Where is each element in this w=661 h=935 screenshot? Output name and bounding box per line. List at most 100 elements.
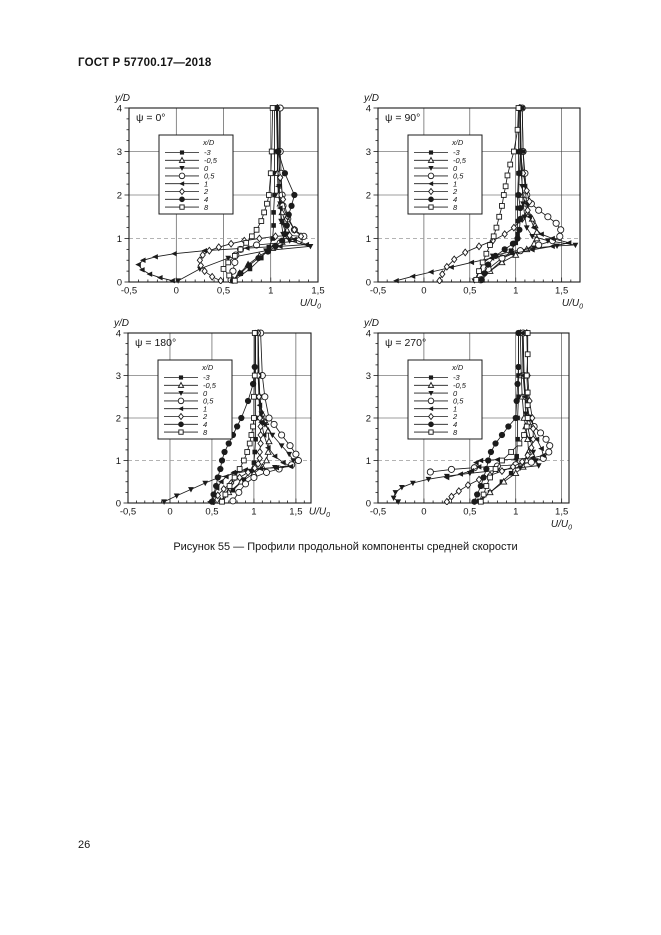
- svg-text:x/D: x/D: [201, 363, 214, 372]
- chart-psi-270: -0,5 0 0,5 1 1,5 0 1 2 3 4 y/D U/U0 x/D -3 -0,5 0 0,5 1 2 4…: [352, 310, 602, 538]
- svg-text:0: 0: [366, 499, 371, 510]
- svg-text:y/D: y/D: [363, 93, 379, 104]
- svg-text:2: 2: [366, 414, 371, 425]
- svg-text:1: 1: [251, 507, 256, 518]
- svg-text:4: 4: [117, 104, 122, 115]
- chart-psi-0: -0,5 0 0,5 1 1,5 0 1 2 3 4 y/D U/U0 x/D -3 -0,5 0 0,5 1 2 4…: [98, 88, 348, 316]
- svg-text:1: 1: [204, 179, 208, 188]
- svg-text:4: 4: [453, 420, 457, 429]
- svg-text:4: 4: [366, 329, 371, 340]
- svg-text:1: 1: [513, 507, 518, 518]
- svg-text:0,5: 0,5: [463, 286, 476, 297]
- svg-text:-0,5: -0,5: [370, 507, 386, 518]
- svg-text:U/U0: U/U0: [309, 507, 330, 520]
- svg-text:-0,5: -0,5: [453, 381, 467, 390]
- svg-text:0: 0: [453, 164, 458, 173]
- page-number: 26: [78, 839, 91, 851]
- svg-text:0,5: 0,5: [205, 507, 218, 518]
- svg-text:4: 4: [204, 195, 208, 204]
- svg-text:3: 3: [117, 147, 122, 158]
- svg-text:1: 1: [366, 234, 371, 245]
- svg-text:2: 2: [202, 412, 208, 421]
- svg-text:2: 2: [452, 412, 458, 421]
- svg-text:-0,5: -0,5: [204, 156, 218, 165]
- chart-psi-180: -0,5 0 0,5 1 1,5 0 1 2 3 4 y/D U/U0 x/D -3 -0,5 0 0,5 1 2 4…: [98, 310, 348, 538]
- svg-text:y/D: y/D: [113, 318, 129, 329]
- svg-text:-0,5: -0,5: [203, 381, 217, 390]
- svg-text:-3: -3: [453, 373, 460, 382]
- svg-text:8: 8: [453, 203, 458, 212]
- svg-text:4: 4: [453, 195, 457, 204]
- svg-text:ψ = 270°: ψ = 270°: [385, 337, 426, 349]
- svg-text:8: 8: [204, 203, 209, 212]
- svg-text:1: 1: [116, 456, 121, 467]
- svg-text:-3: -3: [453, 148, 460, 157]
- svg-text:0,5: 0,5: [463, 507, 476, 518]
- svg-text:-0,5: -0,5: [121, 286, 137, 297]
- svg-text:x/D: x/D: [202, 138, 215, 147]
- document-header: ГОСТ Р 57700.17—2018: [78, 57, 212, 69]
- svg-text:1: 1: [268, 286, 273, 297]
- svg-text:2: 2: [366, 191, 371, 202]
- svg-text:0,5: 0,5: [204, 172, 215, 181]
- svg-text:0,5: 0,5: [453, 172, 464, 181]
- svg-text:0: 0: [453, 389, 458, 398]
- svg-text:0: 0: [167, 507, 172, 518]
- svg-text:y/D: y/D: [363, 318, 379, 329]
- svg-text:3: 3: [366, 371, 371, 382]
- svg-text:4: 4: [366, 104, 371, 115]
- svg-text:U/U0: U/U0: [551, 519, 572, 532]
- svg-text:x/D: x/D: [451, 138, 464, 147]
- svg-text:U/U0: U/U0: [562, 298, 583, 311]
- svg-text:-3: -3: [203, 373, 210, 382]
- svg-text:-0,5: -0,5: [370, 286, 386, 297]
- svg-text:-0,5: -0,5: [120, 507, 136, 518]
- svg-text:4: 4: [116, 329, 121, 340]
- svg-text:0,5: 0,5: [203, 397, 214, 406]
- svg-text:0,5: 0,5: [453, 397, 464, 406]
- svg-text:1,5: 1,5: [555, 286, 568, 297]
- svg-text:1: 1: [513, 286, 518, 297]
- svg-text:2: 2: [203, 187, 209, 196]
- svg-text:y/D: y/D: [114, 93, 130, 104]
- svg-text:-3: -3: [204, 148, 211, 157]
- svg-text:1: 1: [117, 234, 122, 245]
- svg-text:ψ = 90°: ψ = 90°: [385, 112, 420, 124]
- svg-text:1,5: 1,5: [311, 286, 324, 297]
- svg-text:1,5: 1,5: [555, 507, 568, 518]
- svg-text:3: 3: [366, 147, 371, 158]
- svg-text:0,5: 0,5: [217, 286, 230, 297]
- svg-text:0: 0: [366, 278, 371, 289]
- svg-text:ψ = 180°: ψ = 180°: [135, 337, 176, 349]
- svg-text:1: 1: [203, 404, 207, 413]
- svg-text:4: 4: [203, 420, 207, 429]
- svg-text:2: 2: [116, 414, 121, 425]
- svg-text:0: 0: [174, 286, 179, 297]
- svg-text:0: 0: [116, 499, 121, 510]
- svg-text:2: 2: [117, 191, 122, 202]
- svg-text:8: 8: [203, 428, 208, 437]
- svg-text:0: 0: [204, 164, 209, 173]
- svg-text:1: 1: [453, 404, 457, 413]
- svg-text:1,5: 1,5: [289, 507, 302, 518]
- svg-text:3: 3: [116, 371, 121, 382]
- svg-text:1: 1: [453, 179, 457, 188]
- svg-text:U/U0: U/U0: [300, 298, 321, 311]
- svg-text:2: 2: [452, 187, 458, 196]
- svg-text:0: 0: [117, 278, 122, 289]
- svg-text:1: 1: [366, 456, 371, 467]
- svg-text:8: 8: [453, 428, 458, 437]
- svg-text:x/D: x/D: [451, 363, 464, 372]
- svg-text:0: 0: [203, 389, 208, 398]
- chart-psi-90: -0,5 0 0,5 1 1,5 0 1 2 3 4 y/D U/U0 x/D -3 -0,5 0 0,5 1 2 4…: [352, 88, 602, 316]
- svg-text:0: 0: [421, 507, 426, 518]
- svg-text:ψ = 0°: ψ = 0°: [136, 112, 166, 124]
- figure-caption: Рисунок 55 — Профили продольной компонен…: [173, 541, 518, 553]
- svg-text:0: 0: [421, 286, 426, 297]
- svg-text:-0,5: -0,5: [453, 156, 467, 165]
